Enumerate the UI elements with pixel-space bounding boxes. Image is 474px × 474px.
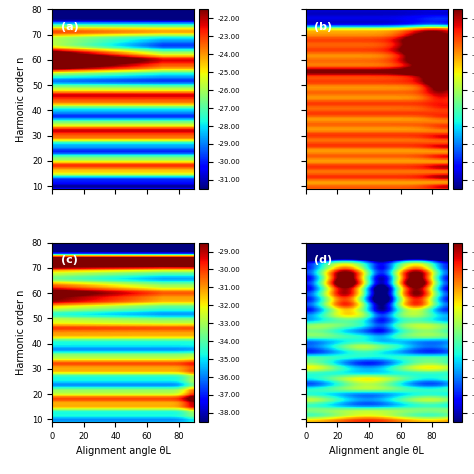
Y-axis label: Harmonic order n: Harmonic order n <box>16 290 26 375</box>
X-axis label: Alignment angle θL: Alignment angle θL <box>329 446 424 456</box>
Y-axis label: Harmonic order n: Harmonic order n <box>16 56 26 142</box>
Text: (c): (c) <box>61 255 78 265</box>
X-axis label: Alignment angle θL: Alignment angle θL <box>76 446 171 456</box>
Text: (d): (d) <box>314 255 332 265</box>
Text: (b): (b) <box>314 22 332 32</box>
Text: (a): (a) <box>61 22 78 32</box>
